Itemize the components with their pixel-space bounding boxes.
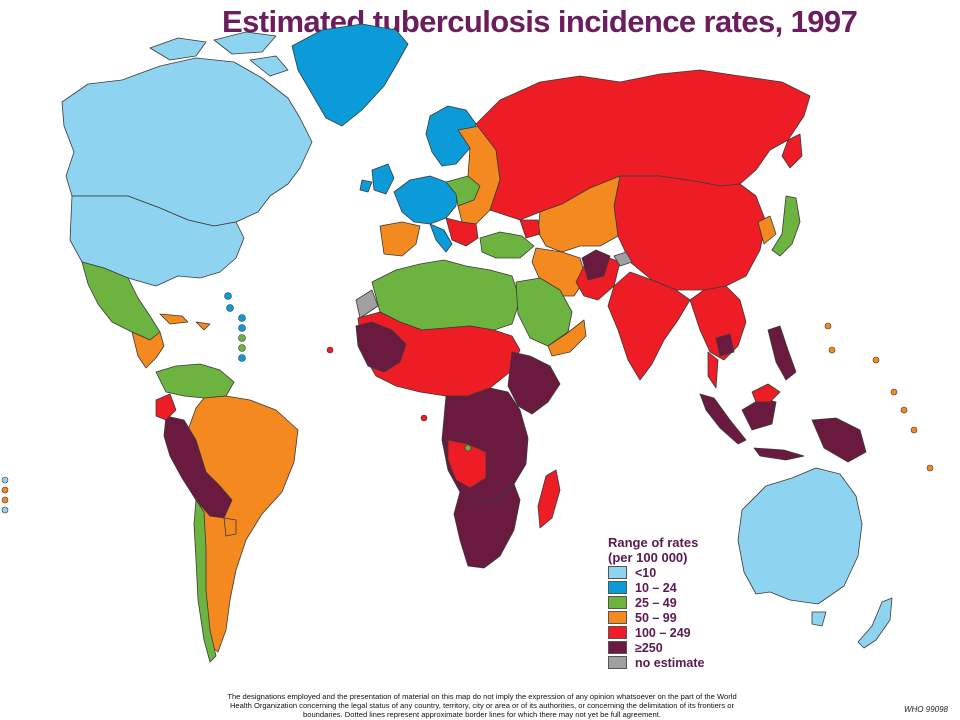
region-kamchatka — [781, 133, 803, 169]
region-tasmania — [811, 611, 827, 627]
legend-label: no estimate — [635, 655, 705, 670]
region-arctic-islands-west — [149, 31, 289, 77]
legend-swatch — [608, 626, 627, 639]
region-southeast-asia — [689, 285, 747, 361]
region-southern-africa — [453, 483, 521, 569]
region-yemen-oman — [547, 319, 587, 357]
region-central-asia — [537, 175, 621, 253]
region-kashmir — [613, 251, 633, 267]
region-malay-peninsula — [707, 351, 719, 389]
legend-label: 25 – 49 — [635, 595, 677, 610]
region-australia — [737, 467, 863, 605]
legend-subtitle: (per 100 000) — [608, 550, 688, 565]
region-western-sahara — [355, 289, 379, 319]
region-colombia-venezuela — [155, 363, 235, 399]
island-marker — [1, 506, 9, 514]
island-marker — [238, 344, 246, 352]
island-marker — [910, 426, 918, 434]
island-marker — [1, 496, 9, 504]
island-marker — [238, 314, 246, 322]
island-marker — [326, 346, 334, 354]
legend-item: 100 – 249 — [608, 625, 704, 640]
island-marker — [890, 388, 898, 396]
region-horn-of-africa — [507, 351, 561, 415]
island-marker — [238, 354, 246, 362]
legend-item: ≥250 — [608, 640, 704, 655]
region-iberia — [379, 221, 421, 257]
legend-swatch — [608, 641, 627, 654]
legend-title: Range of rates — [608, 535, 699, 550]
region-central-america — [131, 331, 165, 369]
region-balkans — [445, 217, 479, 247]
region-new-zealand — [857, 597, 893, 649]
region-afghanistan — [581, 249, 611, 281]
legend-swatch — [608, 656, 627, 669]
legend-swatch — [608, 596, 627, 609]
island-marker — [900, 406, 908, 414]
region-paraguay — [223, 517, 237, 537]
legend-item: <10 — [608, 565, 704, 580]
region-italy — [429, 223, 453, 253]
island-marker — [828, 346, 836, 354]
legend-label: ≥250 — [635, 640, 663, 655]
region-korea — [757, 215, 777, 245]
region-borneo-north — [751, 383, 781, 403]
island-marker — [420, 414, 428, 422]
region-russia — [475, 69, 811, 221]
disclaimer-text: The designations employed and the presen… — [227, 692, 737, 719]
region-uk-ireland — [359, 163, 395, 195]
region-india — [607, 271, 691, 381]
map-legend: Range of rates (per 100 000) <10 10 – 24… — [608, 535, 704, 670]
legend-item: 50 – 99 — [608, 610, 704, 625]
region-madagascar — [537, 469, 561, 529]
region-turkey — [479, 231, 535, 259]
island-marker — [238, 324, 246, 332]
legend-swatch — [608, 611, 627, 624]
region-ecuador — [155, 393, 177, 421]
legend-swatch — [608, 566, 627, 579]
region-china — [613, 175, 767, 291]
island-marker — [872, 356, 880, 364]
legend-item: no estimate — [608, 655, 704, 670]
region-caucasus — [519, 219, 541, 239]
region-caribbean — [159, 313, 211, 331]
legend-swatch — [608, 581, 627, 594]
region-greenland — [291, 23, 409, 127]
region-scandinavia — [425, 105, 477, 167]
region-sahel-high — [355, 321, 407, 373]
legend-item: 10 – 24 — [608, 580, 704, 595]
island-marker — [464, 444, 472, 452]
island-marker — [1, 486, 9, 494]
legend-label: 50 – 99 — [635, 610, 677, 625]
region-japan — [771, 195, 801, 257]
legend-label: 100 – 249 — [635, 625, 691, 640]
legend-label: 10 – 24 — [635, 580, 677, 595]
island-marker — [226, 304, 234, 312]
island-marker — [824, 322, 832, 330]
document-code: WHO 99098 — [903, 705, 948, 714]
region-angola-zambia — [447, 439, 487, 489]
island-marker — [926, 464, 934, 472]
island-marker — [224, 292, 232, 300]
region-philippines — [767, 325, 797, 381]
region-western-europe — [393, 175, 459, 225]
region-chile — [193, 499, 217, 663]
legend-items: <10 10 – 24 25 – 49 50 – 99 100 – 249 ≥2… — [608, 565, 704, 670]
region-cambodia — [715, 333, 735, 357]
region-indonesia — [699, 393, 867, 463]
legend-item: 25 – 49 — [608, 595, 704, 610]
island-marker — [238, 334, 246, 342]
legend-label: <10 — [635, 565, 657, 580]
island-marker — [1, 476, 9, 484]
